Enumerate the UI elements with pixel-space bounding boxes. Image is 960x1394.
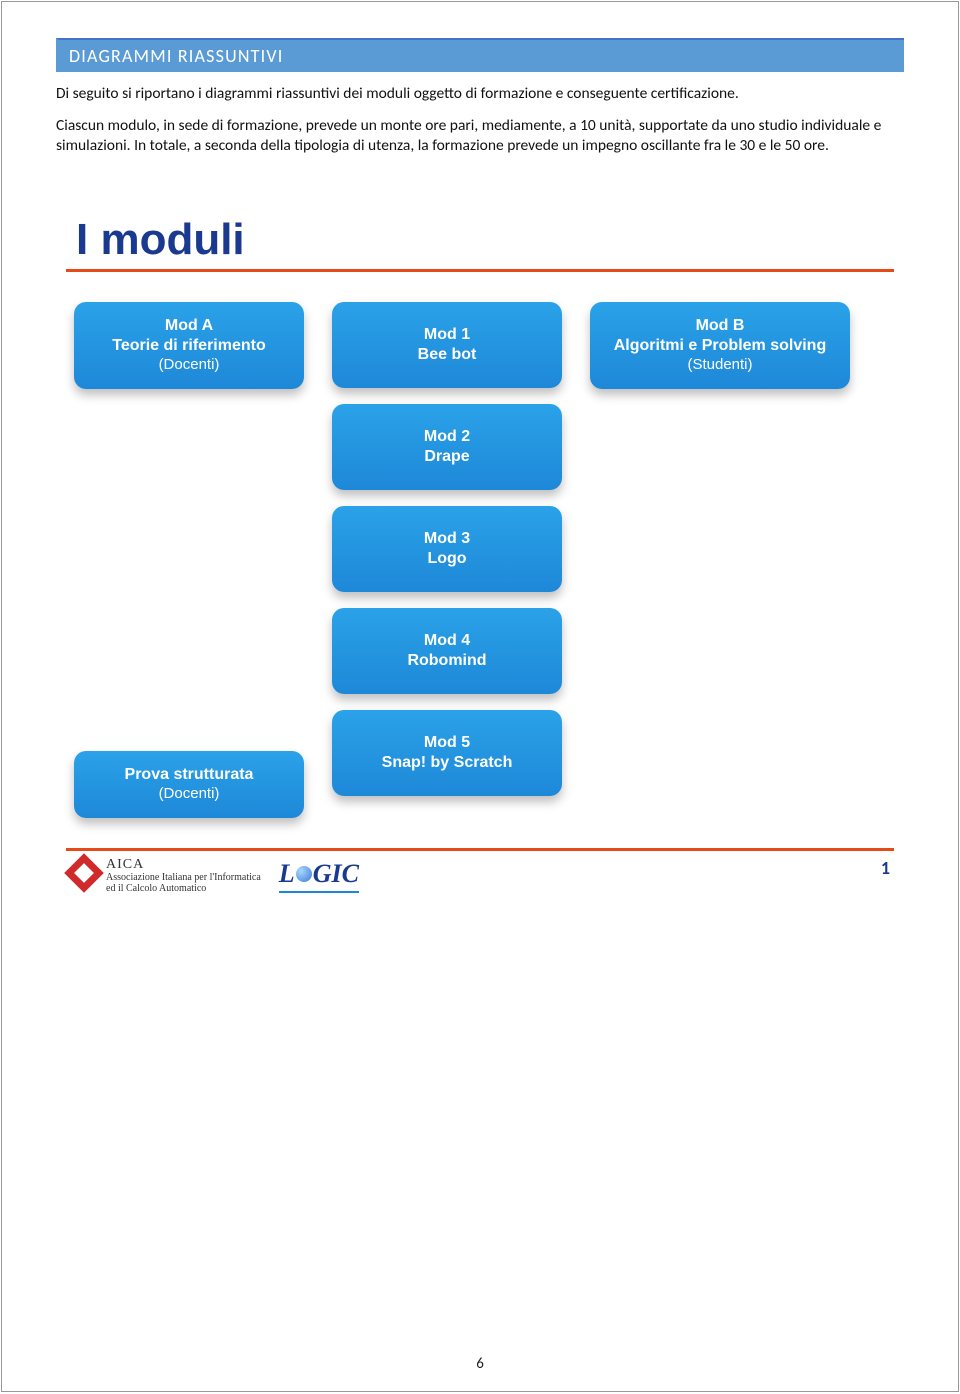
slide-top-rule xyxy=(66,269,894,272)
aica-text: AICA Associazione Italiana per l'Informa… xyxy=(106,857,261,894)
module-sub: (Docenti) xyxy=(84,356,294,375)
aica-name: AICA xyxy=(106,857,261,872)
footer-logos: AICA Associazione Italiana per l'Informa… xyxy=(70,857,359,894)
module-mod-2: Mod 2 Drape xyxy=(332,404,562,490)
slide-page-number: 1 xyxy=(881,857,890,879)
module-line: Mod B xyxy=(600,316,840,336)
module-line: Mod 5 xyxy=(342,733,552,753)
module-line: Mod 1 xyxy=(342,325,552,345)
module-columns: Mod A Teorie di riferimento (Docenti) Pr… xyxy=(66,302,894,818)
slide-i-moduli: I moduli Mod A Teorie di riferimento (Do… xyxy=(56,215,904,894)
globe-icon xyxy=(296,866,312,882)
module-line: Teorie di riferimento xyxy=(84,336,294,356)
module-prova-strutturata: Prova strutturata (Docenti) xyxy=(74,751,304,818)
module-line: Logo xyxy=(342,549,552,569)
column-right: Mod B Algoritmi e Problem solving (Stude… xyxy=(590,302,850,389)
column-middle: Mod 1 Bee bot Mod 2 Drape Mod 3 Logo Mod… xyxy=(332,302,562,796)
module-line: Drape xyxy=(342,447,552,467)
aica-line: Associazione Italiana per l'Informatica xyxy=(106,872,261,883)
module-mod-4: Mod 4 Robomind xyxy=(332,608,562,694)
module-line: Mod A xyxy=(84,316,294,336)
module-mod-3: Mod 3 Logo xyxy=(332,506,562,592)
slide-footer: AICA Associazione Italiana per l'Informa… xyxy=(66,857,894,894)
spacer xyxy=(74,405,304,735)
module-sub: (Docenti) xyxy=(84,785,294,804)
logic-suffix: GIC xyxy=(313,859,359,888)
module-sub: (Studenti) xyxy=(600,356,840,375)
module-line: Bee bot xyxy=(342,345,552,365)
module-mod-a: Mod A Teorie di riferimento (Docenti) xyxy=(74,302,304,389)
module-line: Robomind xyxy=(342,651,552,671)
module-line: Mod 2 xyxy=(342,427,552,447)
module-line: Prova strutturata xyxy=(84,765,294,785)
module-mod-1: Mod 1 Bee bot xyxy=(332,302,562,388)
section-header: DIAGRAMMI RIASSUNTIVI xyxy=(56,38,904,72)
module-mod-b: Mod B Algoritmi e Problem solving (Stude… xyxy=(590,302,850,389)
aica-icon xyxy=(64,853,104,893)
slide-title: I moduli xyxy=(76,215,894,265)
logic-logo: L GIC xyxy=(279,859,359,893)
logic-prefix: L xyxy=(279,859,295,888)
module-line: Snap! by Scratch xyxy=(342,753,552,773)
slide-bottom-rule xyxy=(66,848,894,851)
module-line: Mod 4 xyxy=(342,631,552,651)
document-page-number: 6 xyxy=(2,1355,958,1373)
intro-paragraph-2: Ciascun modulo, in sede di formazione, p… xyxy=(56,116,904,156)
module-line: Algoritmi e Problem solving xyxy=(600,336,840,356)
page: DIAGRAMMI RIASSUNTIVI Di seguito si ripo… xyxy=(1,1,959,1392)
module-line: Mod 3 xyxy=(342,529,552,549)
aica-line: ed il Calcolo Automatico xyxy=(106,883,261,894)
intro-paragraph-1: Di seguito si riportano i diagrammi rias… xyxy=(56,84,904,104)
module-mod-5: Mod 5 Snap! by Scratch xyxy=(332,710,562,796)
aica-logo-block: AICA Associazione Italiana per l'Informa… xyxy=(70,857,261,894)
column-left: Mod A Teorie di riferimento (Docenti) Pr… xyxy=(74,302,304,818)
